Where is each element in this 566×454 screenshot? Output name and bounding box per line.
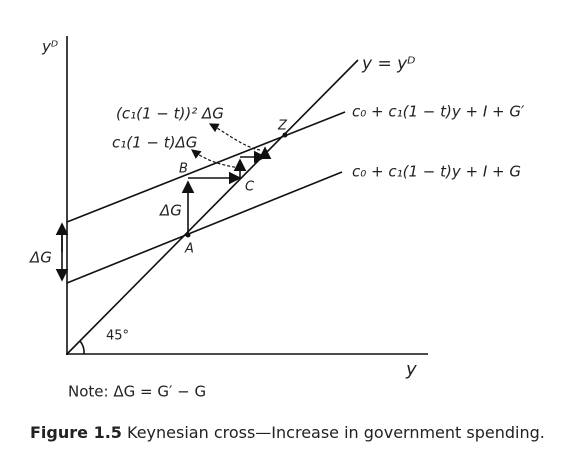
point-label: A — [184, 242, 194, 257]
x-axis-label: y — [405, 359, 417, 380]
point-label: Z — [277, 119, 288, 134]
lower-line — [66, 171, 343, 284]
angle-arc — [79, 340, 85, 355]
diagonal-line — [66, 59, 359, 355]
annotation: (c₁(1 − t))² ΔG — [116, 105, 224, 123]
line-label: c₀ + c₁(1 − t)y + I + G — [352, 163, 521, 181]
upper-line — [66, 111, 346, 223]
dashed-arrow — [208, 123, 261, 151]
annotation: c₁(1 − t)ΔG — [112, 134, 197, 152]
point — [185, 232, 191, 238]
figure-caption: Keynesian cross—Increase in government s… — [127, 423, 545, 442]
angle-label: 45° — [106, 329, 129, 344]
point-label: B — [179, 162, 188, 177]
figure-number: Figure 1.5 — [30, 423, 122, 442]
line-label: y = yᴰ — [361, 54, 415, 74]
note: Note: ΔG = G′ − G — [68, 383, 206, 401]
dashed-arrow — [191, 149, 241, 169]
y-axis-label: yᴰ — [41, 38, 59, 56]
point-label: C — [245, 180, 255, 195]
annotation: ΔG — [159, 202, 182, 220]
line-label: c₀ + c₁(1 − t)y + I + G′ — [352, 103, 525, 121]
point — [282, 132, 288, 138]
caption: Figure 1.5 Keynesian cross—Increase in g… — [30, 423, 545, 442]
annotation: ΔG — [29, 249, 52, 267]
